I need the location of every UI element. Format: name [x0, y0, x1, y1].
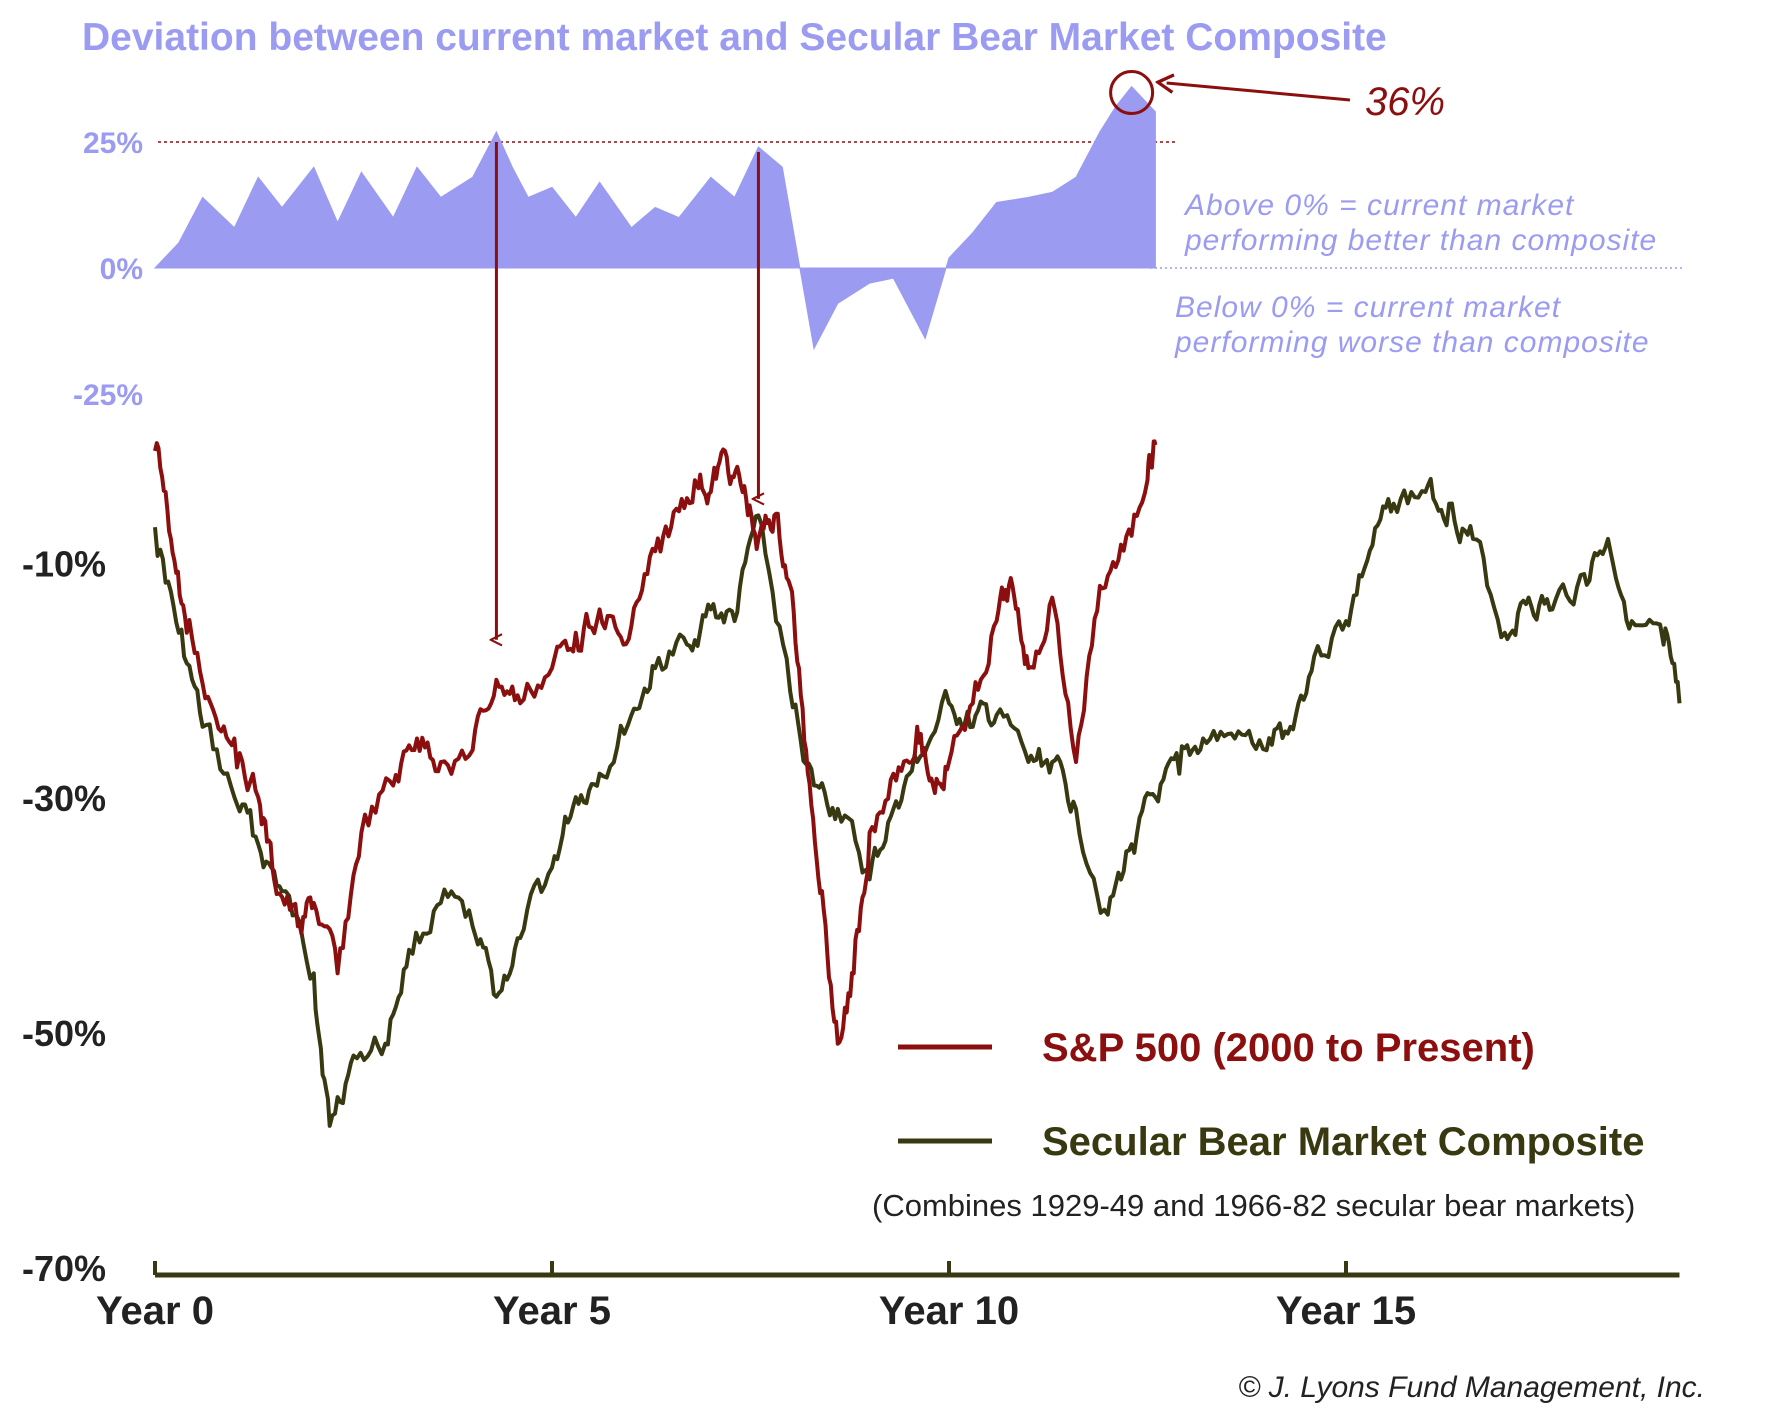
main-tick-label: -70%: [22, 1248, 106, 1289]
main-panel: -10% -30% -50% -70% Year 0 Year 5 Year 1…: [22, 142, 1682, 1333]
deviation-notes: Above 0% = current market performing bet…: [1174, 189, 1657, 359]
main-tick-label: -50%: [22, 1013, 106, 1054]
note-below-line2: performing worse than composite: [1174, 326, 1650, 359]
note-above-line1: Above 0% = current market: [1183, 189, 1575, 222]
x-tick-label: Year 15: [1276, 1289, 1416, 1333]
legend-note: (Combines 1929-49 and 1966-82 secular be…: [872, 1188, 1635, 1223]
note-below-line1: Below 0% = current market: [1175, 291, 1562, 324]
callout-circle: [1109, 70, 1155, 116]
deviation-tick-label: 0%: [100, 253, 143, 286]
x-tick-label: Year 5: [493, 1289, 611, 1333]
deviation-area: [153, 85, 1156, 351]
x-ticks: Year 0 Year 5 Year 10 Year 15: [96, 1261, 1416, 1333]
x-tick-label: Year 10: [879, 1289, 1019, 1333]
note-above-line2: performing better than composite: [1184, 224, 1657, 257]
deviation-panel: 25% 0% -25% 36% Above 0% = current marke…: [73, 70, 1685, 412]
deviation-y-ticks: 25% 0% -25%: [73, 127, 143, 412]
main-y-ticks: -10% -30% -50% -70%: [22, 543, 106, 1288]
chart-title: Deviation between current market and Sec…: [82, 16, 1387, 59]
main-tick-label: -30%: [22, 778, 106, 819]
deviation-tick-label: -25%: [73, 379, 143, 412]
callout-arrow: [1167, 83, 1351, 102]
copyright: © J. Lyons Fund Management, Inc.: [1238, 1371, 1705, 1404]
sp500-series-line: [153, 439, 1158, 1046]
composite-series-line: [153, 476, 1682, 1128]
callout-label: 36%: [1365, 80, 1445, 124]
legend: S&P 500 (2000 to Present) Secular Bear M…: [872, 1026, 1644, 1223]
deviation-tick-label: 25%: [83, 127, 143, 160]
x-tick-label: Year 0: [96, 1289, 214, 1333]
legend-label-sp500: S&P 500 (2000 to Present): [1042, 1026, 1535, 1070]
legend-label-composite: Secular Bear Market Composite: [1042, 1120, 1644, 1164]
main-tick-label: -10%: [22, 543, 106, 584]
